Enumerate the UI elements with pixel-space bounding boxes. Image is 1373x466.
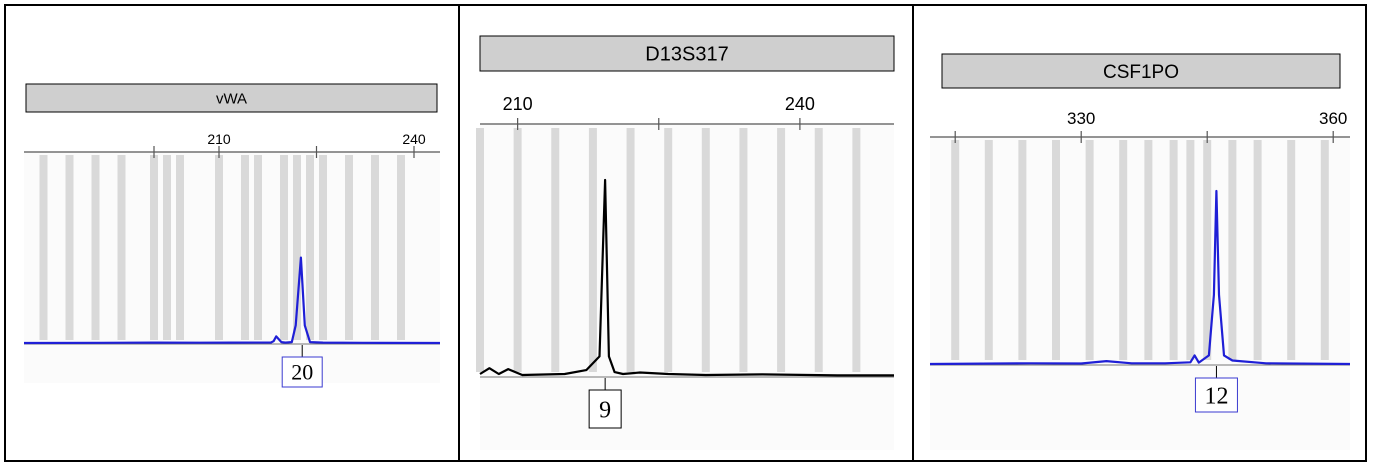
x-tick-label: 240 xyxy=(785,94,815,114)
allele-bin xyxy=(397,155,405,340)
allele-bin xyxy=(1203,140,1212,360)
allele-bin xyxy=(150,155,158,340)
allele-call-box xyxy=(588,389,622,429)
x-tick-label: 240 xyxy=(402,131,426,147)
signal-trace xyxy=(929,189,1351,366)
allele-bin xyxy=(739,128,748,372)
panel-divider xyxy=(458,4,460,462)
panel-csf1po: CSF1PO 330 360 12 xyxy=(929,53,1351,450)
figure-frame xyxy=(4,4,1367,462)
marker-title: D13S317 xyxy=(645,44,728,66)
allele-bin xyxy=(513,128,522,372)
allele-bin xyxy=(984,140,993,360)
allele-bin xyxy=(1144,140,1153,360)
marker-title-bar xyxy=(25,83,438,113)
plot-area xyxy=(930,137,1350,450)
allele-bin xyxy=(951,140,960,360)
allele-bin xyxy=(163,155,171,340)
allele-bin xyxy=(814,128,823,372)
marker-title: CSF1PO xyxy=(1103,62,1179,83)
allele-bin xyxy=(280,155,288,340)
allele-bin xyxy=(551,128,560,372)
signal-trace xyxy=(23,256,441,345)
plot-area xyxy=(480,124,894,450)
allele-call-label: 20 xyxy=(291,360,313,385)
allele-bin xyxy=(1085,140,1094,360)
panel-vwa: vWA 210 240 20 xyxy=(23,83,441,388)
allele-bin xyxy=(1320,140,1329,360)
allele-bin xyxy=(588,128,597,372)
allele-bin xyxy=(371,155,379,340)
allele-bin xyxy=(1119,140,1128,360)
allele-bin xyxy=(664,128,673,372)
allele-bin xyxy=(777,128,786,372)
x-tick-label: 210 xyxy=(207,131,231,147)
allele-bin xyxy=(476,128,484,372)
allele-call-label: 9 xyxy=(599,397,611,423)
allele-bin xyxy=(626,128,635,372)
x-tick-label: 360 xyxy=(1319,109,1347,128)
allele-bin xyxy=(176,155,184,340)
allele-call-box xyxy=(281,356,323,388)
allele-bin xyxy=(701,128,710,372)
marker-title-bar xyxy=(479,35,895,72)
marker-title: vWA xyxy=(216,90,247,107)
allele-bin xyxy=(1228,140,1237,360)
allele-bin xyxy=(254,155,262,340)
allele-bin xyxy=(39,155,48,340)
allele-bin xyxy=(65,155,74,340)
allele-call-box xyxy=(1194,377,1238,413)
allele-bin xyxy=(117,155,126,340)
x-tick-label: 210 xyxy=(503,94,533,114)
allele-bin xyxy=(241,155,249,340)
signal-trace xyxy=(479,178,894,377)
panel-divider xyxy=(912,4,914,462)
marker-title-bar xyxy=(941,53,1341,89)
allele-bin xyxy=(1186,140,1195,360)
allele-bin xyxy=(1169,140,1178,360)
allele-bin xyxy=(1253,140,1262,360)
allele-bin xyxy=(293,155,301,340)
allele-call-label: 12 xyxy=(1204,383,1228,409)
allele-bin xyxy=(1018,140,1027,360)
panel-d13s317: D13S317 210 240 9 xyxy=(476,35,895,450)
allele-bin xyxy=(306,155,314,340)
allele-bin xyxy=(345,155,353,340)
allele-bin xyxy=(1287,140,1296,360)
allele-bin xyxy=(1052,140,1060,360)
allele-bin xyxy=(319,155,327,340)
allele-bin xyxy=(91,155,100,340)
x-tick-label: 330 xyxy=(1067,109,1095,128)
allele-bin xyxy=(215,155,223,340)
allele-bin xyxy=(852,128,861,372)
